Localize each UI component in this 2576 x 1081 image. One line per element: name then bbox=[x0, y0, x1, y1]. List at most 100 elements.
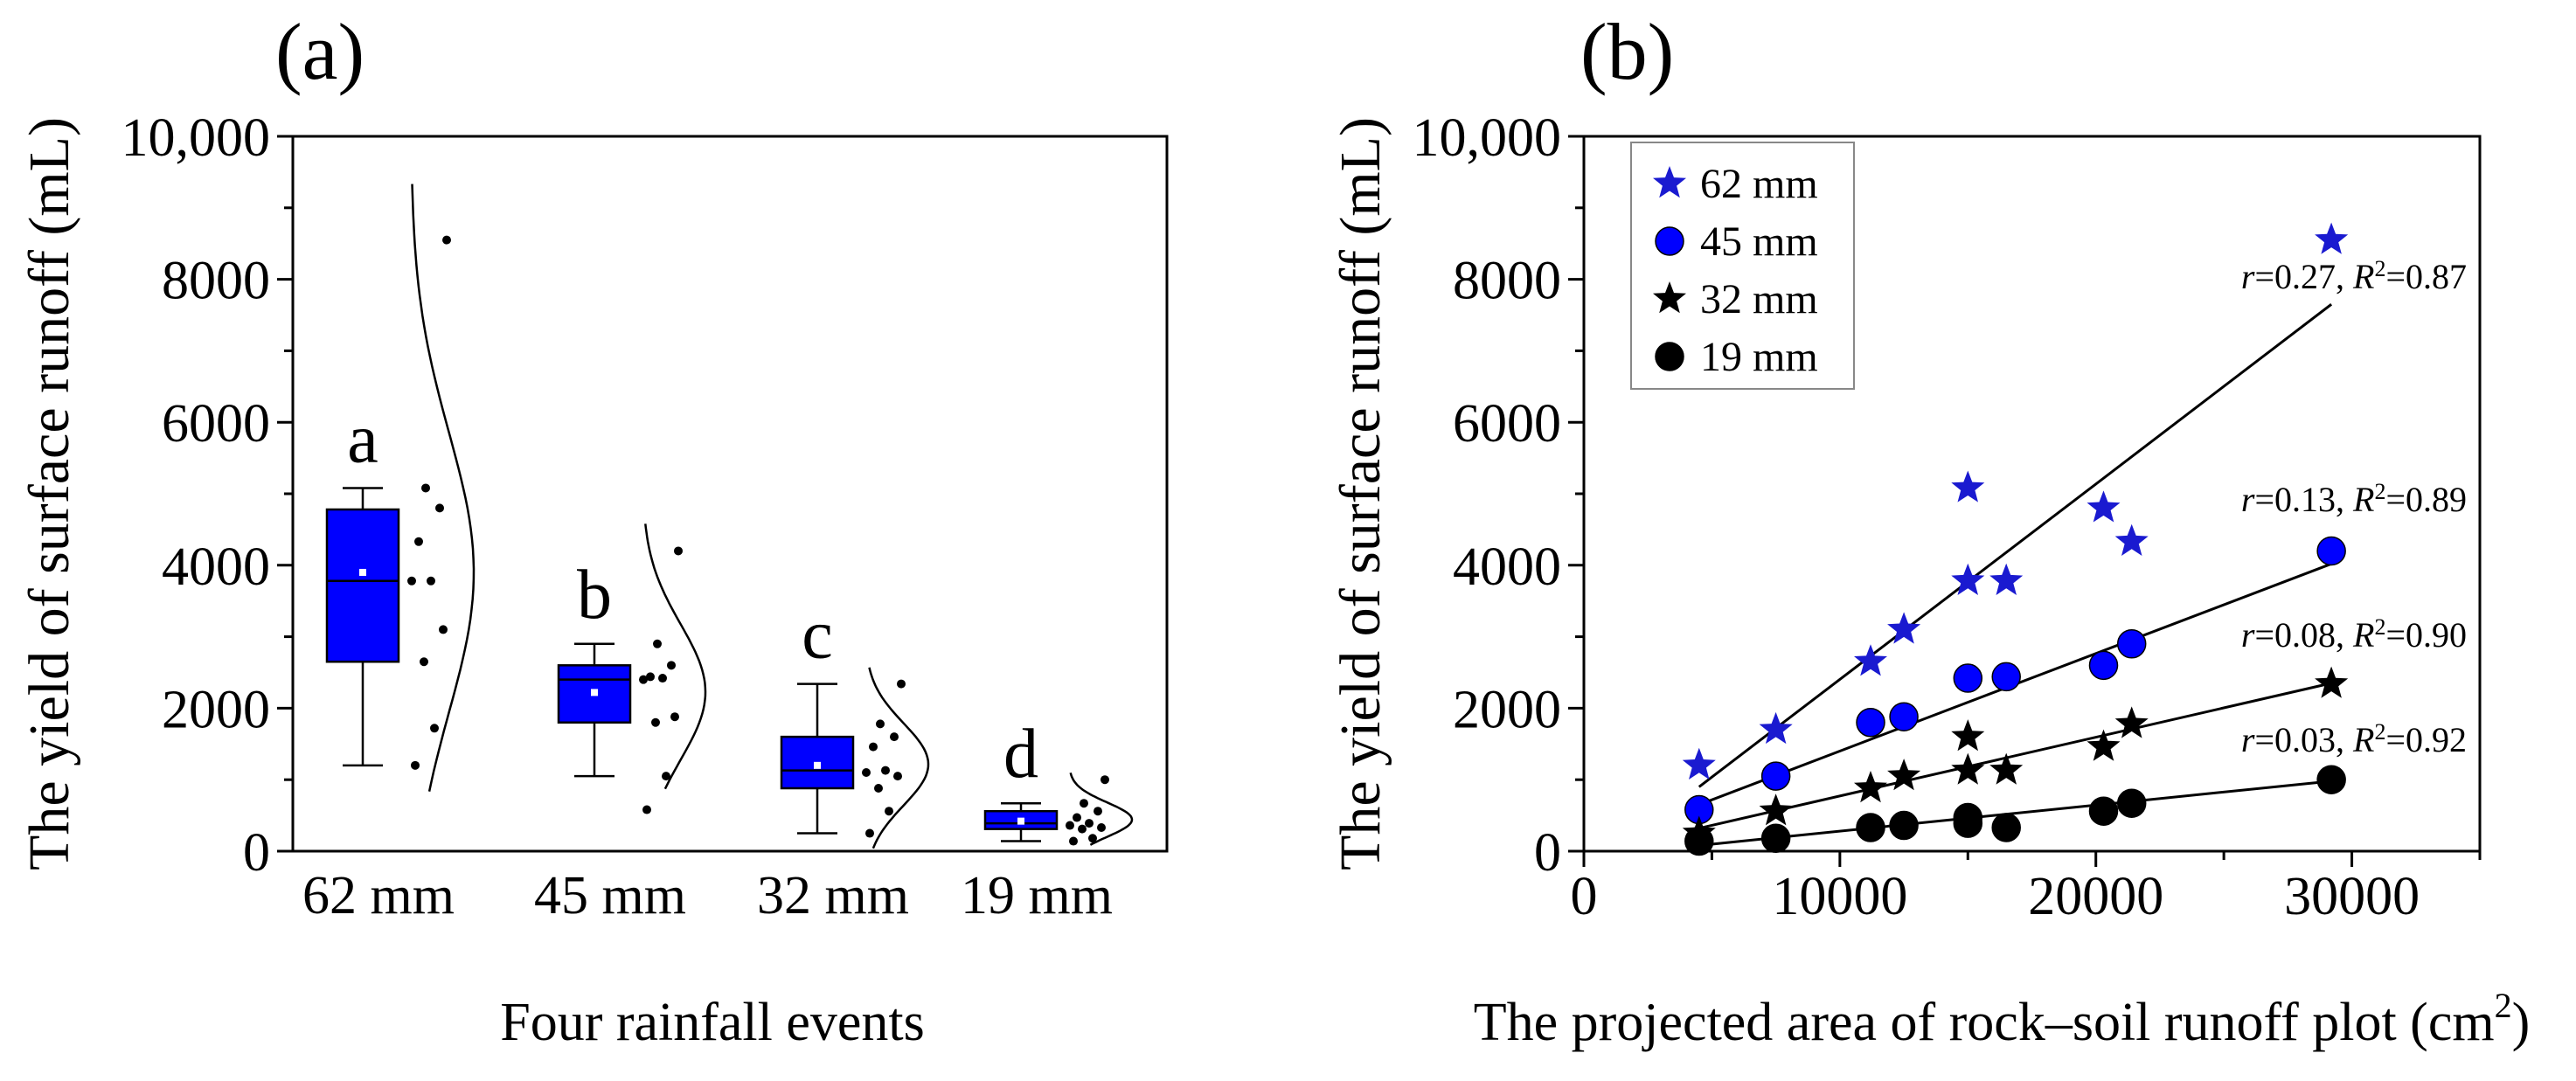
data-point bbox=[893, 772, 902, 781]
data-point-circle bbox=[1856, 708, 1885, 738]
legend-label: 62 mm bbox=[1700, 161, 1818, 207]
legend-entries: 62 mm 45 mm 32 mm 19 mm bbox=[1653, 161, 1818, 380]
data-point-star bbox=[1951, 752, 1985, 785]
data-point-star bbox=[2086, 490, 2121, 523]
x-tick-label: 0 bbox=[1571, 867, 1598, 926]
data-point bbox=[1078, 824, 1087, 834]
mean-marker bbox=[814, 761, 821, 769]
data-point-star bbox=[1759, 793, 1793, 826]
data-point bbox=[890, 732, 899, 742]
density-curve bbox=[868, 667, 930, 849]
density-curve bbox=[1069, 772, 1134, 846]
data-point bbox=[1073, 813, 1081, 822]
data-point bbox=[427, 576, 435, 586]
data-point bbox=[411, 760, 420, 770]
y-tick-label: 6000 bbox=[162, 394, 270, 454]
legend: 62 mm 45 mm 32 mm 19 mm bbox=[1630, 142, 1855, 390]
stat-r-value: =0.27, bbox=[2254, 257, 2353, 296]
data-point-circle bbox=[1953, 802, 1983, 833]
data-point-circle bbox=[2316, 536, 2346, 566]
data-point-circle bbox=[2088, 796, 2119, 826]
data-point bbox=[874, 784, 883, 793]
data-point-star bbox=[1854, 771, 1887, 803]
y-tick-label: 10,000 bbox=[122, 108, 271, 168]
data-point-circle bbox=[2088, 650, 2119, 681]
data-point bbox=[865, 828, 874, 838]
x-axis-label-main: The projected area of rock–soil runoff p… bbox=[1474, 993, 2495, 1052]
y-tick-label: 4000 bbox=[162, 537, 270, 597]
significance-letter: a bbox=[347, 400, 378, 477]
stat-r-value: =0.08, bbox=[2254, 615, 2353, 655]
data-point bbox=[651, 717, 660, 727]
data-point bbox=[1080, 799, 1088, 808]
panel-b-x-axis-label: The projected area of rock–soil runoff p… bbox=[1474, 986, 2530, 1052]
significance-letter: b bbox=[577, 557, 612, 634]
data-point bbox=[1094, 807, 1102, 816]
stat-r2-value: =0.87 bbox=[2385, 257, 2467, 296]
y-tick-label: 0 bbox=[243, 823, 270, 883]
legend-label: 45 mm bbox=[1700, 218, 1818, 265]
stat-r-symbol: r bbox=[2241, 615, 2255, 655]
fit-line bbox=[1698, 682, 2332, 830]
panel-a-y-axis-label: The yield of surface runoff (mL) bbox=[17, 117, 81, 870]
stat-r-symbol: r bbox=[2241, 720, 2255, 759]
data-point bbox=[421, 483, 430, 493]
data-point-circle bbox=[1856, 813, 1885, 842]
fit-stat-label: r=0.27, R2=0.87 bbox=[2241, 256, 2467, 296]
mean-marker bbox=[359, 568, 366, 576]
fit-stat-label: r=0.03, R2=0.92 bbox=[2241, 719, 2467, 759]
fit-stat-label: r=0.08, R2=0.90 bbox=[2241, 614, 2467, 655]
data-point-star bbox=[2315, 666, 2349, 698]
data-point bbox=[881, 766, 890, 775]
data-point-star bbox=[1887, 612, 1921, 644]
panel-a-y-ticks: 0 2000 4000 6000 8000 10,000 bbox=[122, 108, 293, 883]
fit-line bbox=[1698, 303, 2333, 788]
legend-label: 32 mm bbox=[1700, 276, 1818, 322]
data-point-circle bbox=[1760, 761, 1791, 791]
data-point bbox=[869, 742, 878, 752]
data-point-star bbox=[1989, 563, 2024, 595]
data-point-circle bbox=[2316, 765, 2346, 794]
stat-r-symbol: r bbox=[2241, 480, 2255, 519]
data-point-circle bbox=[2116, 629, 2147, 659]
data-point bbox=[658, 674, 667, 683]
stat-r2-symbol: R bbox=[2352, 257, 2374, 296]
stat-r2-superscript: 2 bbox=[2374, 719, 2385, 745]
panel-a-boxes: a b c d bbox=[325, 184, 1134, 849]
legend-marker-circle bbox=[1655, 226, 1684, 256]
data-point-star bbox=[1951, 470, 1985, 502]
x-axis-label-end: ) bbox=[2512, 993, 2531, 1052]
panel-b-x-ticks: 0 10000 20000 30000 bbox=[1571, 851, 2482, 926]
y-tick-label: 8000 bbox=[162, 252, 270, 311]
stat-r2-value: =0.89 bbox=[2385, 480, 2467, 519]
x-tick-label: 62 mm bbox=[302, 866, 455, 925]
y-tick-label: 6000 bbox=[1453, 394, 1561, 454]
panel-a-x-ticks: 62 mm 45 mm 32 mm 19 mm bbox=[302, 866, 1113, 925]
x-axis-label-superscript: 2 bbox=[2495, 986, 2512, 1025]
stat-r2-value: =0.90 bbox=[2385, 615, 2467, 655]
data-point bbox=[1066, 821, 1074, 830]
data-point-star bbox=[1682, 747, 1716, 780]
data-point-circle bbox=[1889, 810, 1919, 841]
data-point-star bbox=[1759, 711, 1793, 745]
panel-a: (a) 0 2000 4000 6000 8000 10,000 62 mm 45 mm 32… bbox=[17, 7, 1169, 1052]
x-tick-label: 20000 bbox=[2028, 867, 2163, 926]
data-point-circle bbox=[2116, 788, 2147, 818]
stat-r2-symbol: R bbox=[2352, 720, 2374, 759]
x-tick-label: 32 mm bbox=[757, 866, 909, 925]
panel-a-x-axis-label: Four rainfall events bbox=[500, 993, 925, 1052]
data-point bbox=[876, 719, 885, 729]
data-point-circle bbox=[1991, 662, 2021, 692]
y-tick-label: 2000 bbox=[162, 680, 270, 739]
stat-r2-superscript: 2 bbox=[2374, 256, 2385, 281]
data-point-circle bbox=[1953, 663, 1983, 693]
box bbox=[325, 508, 400, 663]
data-point bbox=[435, 503, 444, 513]
data-point-star bbox=[1887, 759, 1921, 791]
density-curve bbox=[644, 523, 707, 790]
panel-b-y-axis-label: The yield of surface runoff (mL) bbox=[1329, 117, 1392, 870]
mean-marker bbox=[591, 689, 598, 696]
data-point-star bbox=[2114, 523, 2149, 556]
panel-b: (b) 0 2000 4000 6000 8000 10,000 0 10000 20000 3… bbox=[1329, 7, 2530, 1052]
significance-letter: d bbox=[1003, 716, 1038, 793]
